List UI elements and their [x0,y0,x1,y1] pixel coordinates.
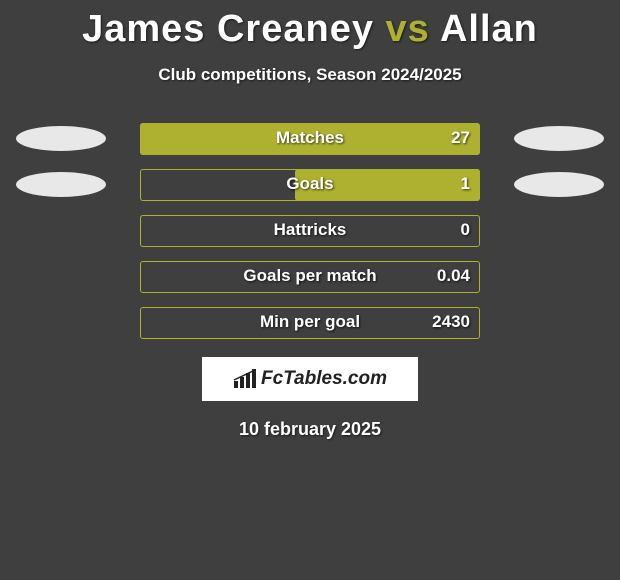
comparison-infographic: James Creaney vs Allan Club competitions… [0,0,620,580]
stat-row: Goals per match0.04 [0,261,620,293]
brand-box: FcTables.com [202,357,418,401]
bar-track [140,169,480,201]
player2-avatar [514,126,604,151]
player2-value: 2430 [432,312,470,332]
stat-row: Goals1 [0,169,620,201]
stat-row: Min per goal2430 [0,307,620,339]
stats-chart: Matches27 Goals1 Hattricks0 Goals per match… [0,123,620,339]
player1-name: James Creaney [82,8,374,50]
vs-text: vs [386,8,430,50]
player2-avatar [514,172,604,197]
brand-text: FcTables.com [261,368,387,390]
bar-track [140,123,480,155]
bar-track [140,215,480,247]
bar-chart-icon [233,369,257,389]
bar-track [140,307,480,339]
stat-row: Hattricks0 [0,215,620,247]
page-title: James Creaney vs Allan [0,0,620,51]
date-text: 10 february 2025 [0,419,620,440]
player2-value: 0 [461,220,470,240]
stat-row: Matches27 [0,123,620,155]
player1-avatar [16,172,106,197]
bar-track [140,261,480,293]
player2-value: 0.04 [437,266,470,286]
player1-avatar [16,126,106,151]
player2-value: 27 [451,128,470,148]
subtitle: Club competitions, Season 2024/2025 [0,65,620,85]
player2-value: 1 [461,174,470,194]
player2-name: Allan [440,8,538,50]
